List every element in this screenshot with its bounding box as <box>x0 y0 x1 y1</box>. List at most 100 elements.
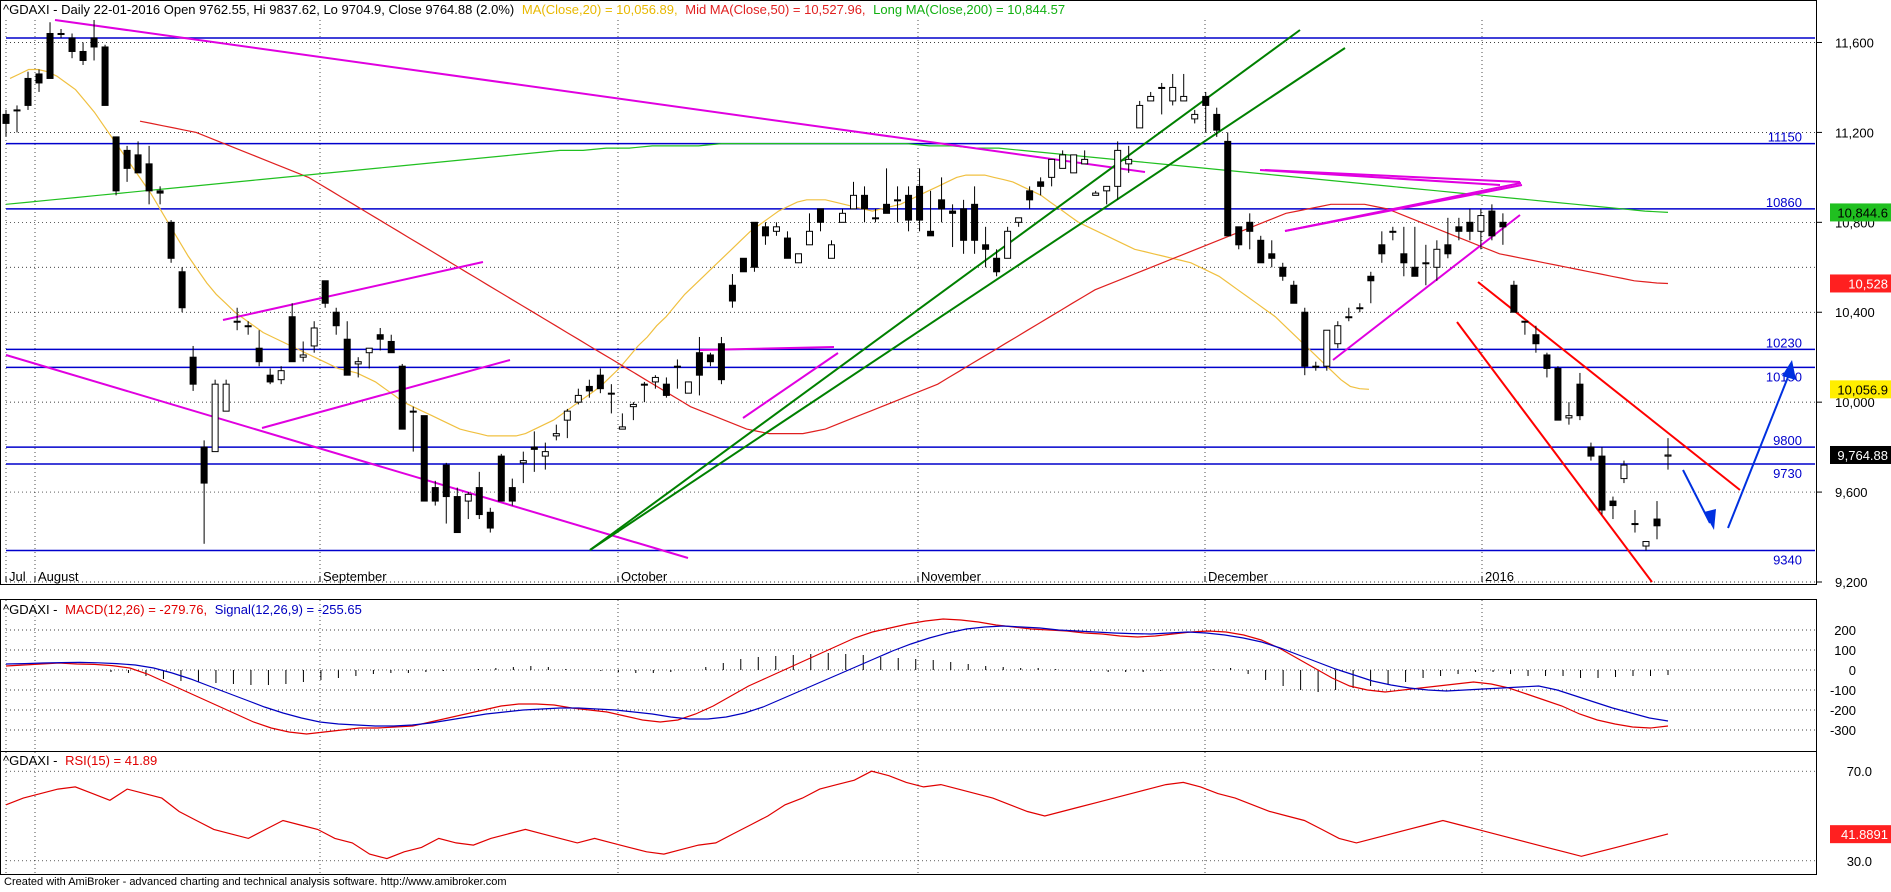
candle-down <box>596 374 604 390</box>
candle-up <box>1433 248 1441 268</box>
price-y-tick-label: 11,200 <box>1835 125 1874 140</box>
candle-up <box>299 354 307 358</box>
candle-up <box>552 433 560 437</box>
month-label: November <box>921 569 982 584</box>
candle-down <box>145 163 153 192</box>
candle-up <box>1565 415 1573 419</box>
candle-up <box>541 451 549 457</box>
candle-down <box>1576 383 1584 417</box>
candle-down <box>960 208 968 241</box>
candle-up <box>894 199 902 202</box>
candle-down <box>134 154 142 174</box>
candle-down <box>1455 226 1463 232</box>
magenta-upper-flag-line <box>222 261 484 321</box>
blue-up-arrowhead <box>1782 360 1796 380</box>
level-lines: 11150 10860 10230 10150 9800 9730 9340 <box>6 37 1815 568</box>
candle-up <box>772 226 780 232</box>
candle-up <box>310 327 318 347</box>
candle-up <box>409 410 417 413</box>
level-label: 10150 <box>1766 369 1802 384</box>
rsi-value-box <box>1830 825 1891 844</box>
candle-up <box>1191 113 1199 120</box>
candle-down <box>1510 284 1518 313</box>
candle-down <box>1587 446 1595 457</box>
candle-down <box>453 496 461 534</box>
value-box <box>1830 380 1891 399</box>
candle-down <box>1235 226 1243 246</box>
candle-down <box>321 280 329 304</box>
candle-up <box>805 230 813 246</box>
price-y-tick-label: 10,400 <box>1835 305 1875 320</box>
candle-down <box>420 415 428 502</box>
price-header-ma200: Long MA(Close,200) = 10,844.57 <box>873 2 1065 17</box>
candle-up <box>651 376 659 383</box>
month-label: Jul <box>9 569 26 584</box>
candle-down <box>1290 284 1298 304</box>
macd-series-line <box>5 618 1669 735</box>
candle-up <box>13 109 21 112</box>
candle-up <box>244 325 252 328</box>
candle-down <box>717 343 725 381</box>
green-upper-trendline <box>589 29 1301 551</box>
magenta-dec-lower <box>1332 214 1521 361</box>
candle-up <box>839 212 847 223</box>
candle-down <box>200 446 208 484</box>
blue-up-arrow <box>1727 371 1791 529</box>
candle-up <box>1323 329 1331 367</box>
candle-down <box>1202 95 1210 106</box>
candle-up <box>673 365 681 368</box>
candle-up <box>574 394 582 403</box>
candles <box>2 20 1672 551</box>
candle-up <box>794 253 802 264</box>
rsi-header-prefix: ^GDAXI - <box>3 753 58 768</box>
macd-header-prefix: ^GDAXI - <box>3 602 58 617</box>
price-y-tick-label: 9,200 <box>1835 575 1868 590</box>
price-y-tick-label: 9,600 <box>1835 485 1868 500</box>
magenta-lower-flag-line <box>261 359 511 429</box>
level-label: 10860 <box>1766 195 1802 210</box>
candle-down <box>1488 210 1496 237</box>
candle-up <box>1620 464 1628 480</box>
macd-y-tick-label: -100 <box>1830 683 1856 698</box>
candle-down <box>288 316 296 363</box>
candle-down <box>695 352 703 376</box>
rsi-plot <box>5 752 1815 874</box>
candle-up <box>1521 320 1529 323</box>
candle-down <box>1279 266 1287 277</box>
month-label: October <box>621 569 668 584</box>
month-label: September <box>323 569 387 584</box>
candle-down <box>24 77 32 106</box>
level-label: 11150 <box>1768 130 1802 145</box>
candle-up <box>1092 192 1100 196</box>
candle-down <box>1257 239 1265 264</box>
macd-plot <box>5 600 1815 751</box>
value-box-label: 10,528 <box>1848 276 1888 291</box>
red-lower-down-line <box>1456 321 1653 583</box>
candle-down <box>475 487 483 516</box>
candle-down <box>761 226 769 237</box>
candle-down <box>2 113 10 124</box>
candle-up <box>57 32 65 35</box>
month-label: December <box>1208 569 1269 584</box>
candle-up <box>519 460 527 464</box>
magenta-descending-line <box>54 19 1146 173</box>
candle-down <box>1213 113 1221 131</box>
candle-up <box>365 347 373 354</box>
candle-up <box>464 493 472 502</box>
candle-down <box>68 37 76 52</box>
candle-down <box>156 190 164 194</box>
axis-labels: 11,60011,20010,80010,40010,0009,6009,200… <box>5 35 1891 869</box>
candle-down <box>101 46 109 106</box>
candle-down <box>861 194 869 210</box>
candle-up <box>1114 149 1122 187</box>
trend-lines <box>5 19 1796 583</box>
ma50-line <box>139 120 1669 435</box>
price-y-tick-label: 11,600 <box>1835 35 1874 50</box>
candle-up <box>1180 95 1188 102</box>
price-header: ^GDAXI - Daily 22-01-2016 Open 9762.55, … <box>3 2 1065 17</box>
candle-down <box>376 334 384 340</box>
candle-down <box>1554 367 1562 421</box>
macd-series-line <box>5 625 1669 727</box>
candle-up <box>563 410 571 421</box>
macd-header-signal: Signal(12,26,9) = -255.65 <box>215 602 362 617</box>
